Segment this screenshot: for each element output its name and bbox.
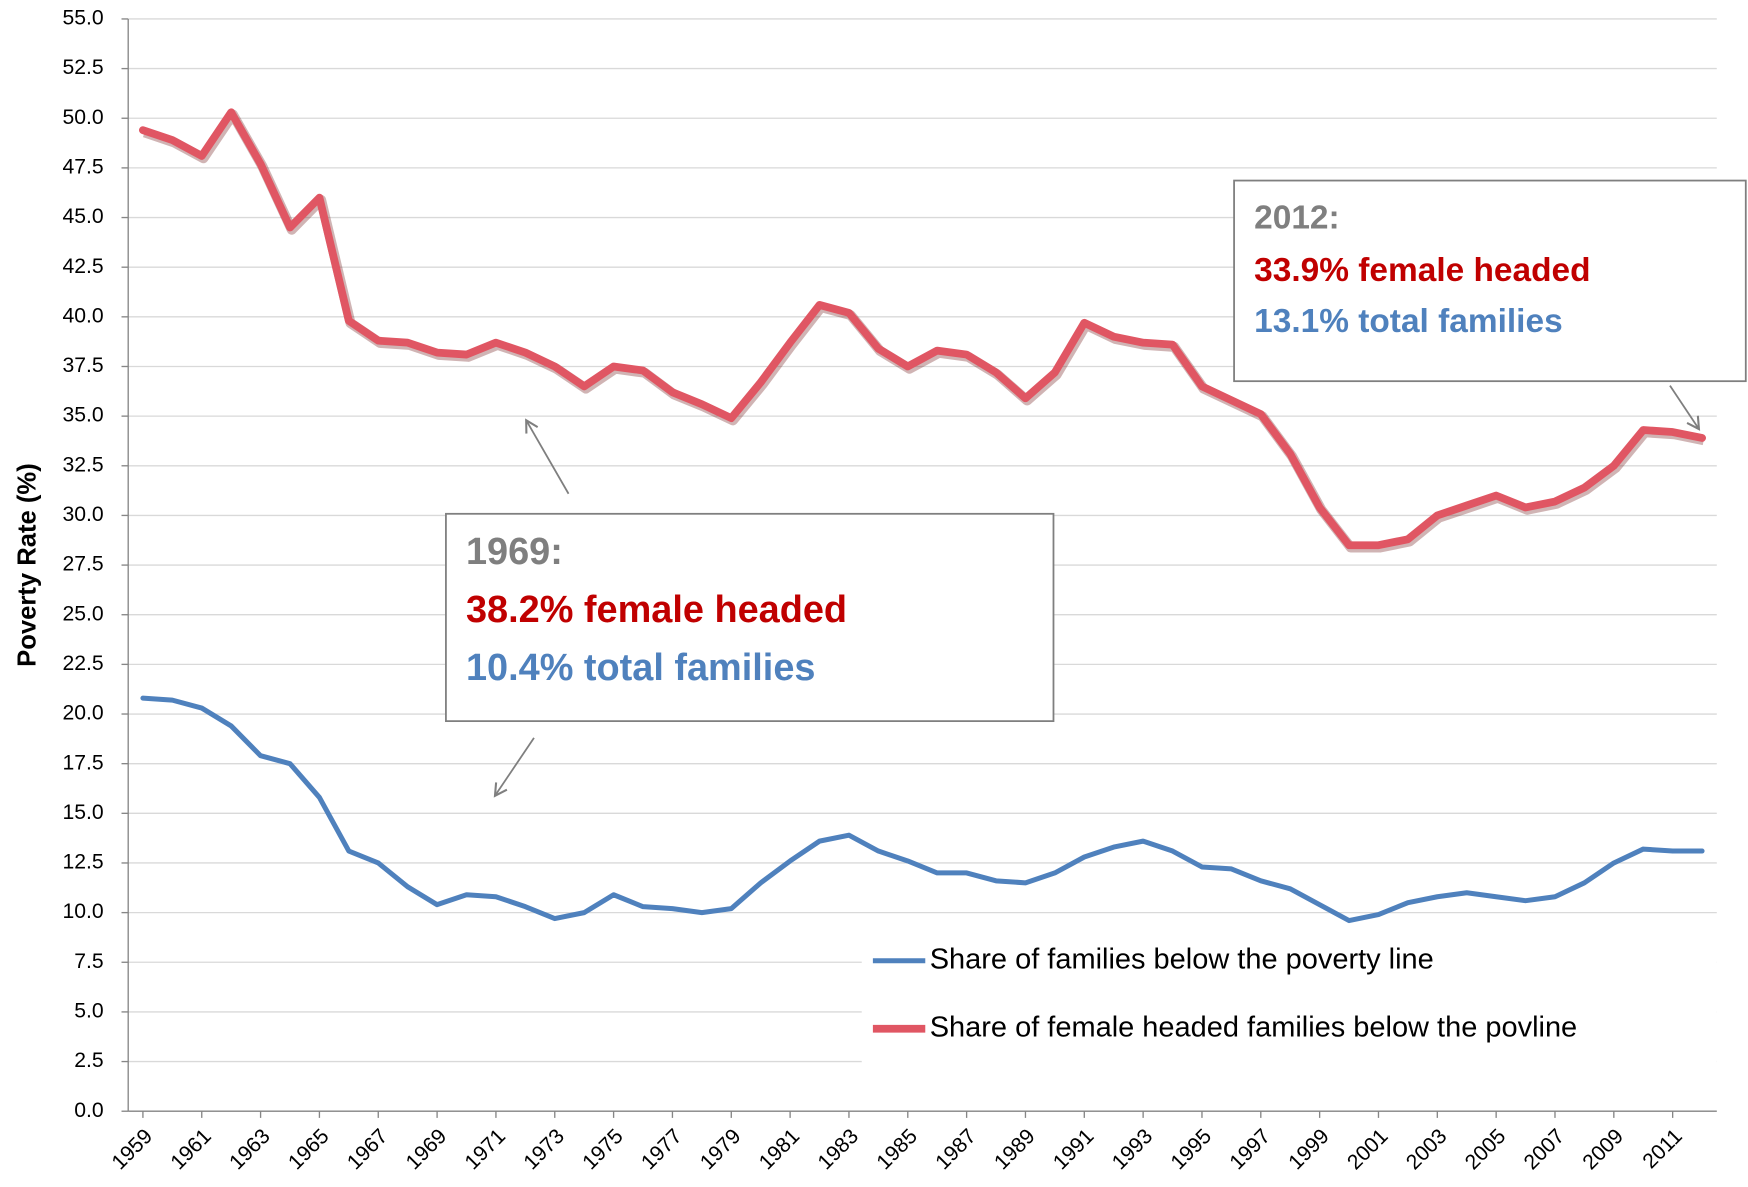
x-tick-label: 1961 [166,1125,216,1175]
x-tick-label: 1987 [931,1125,981,1175]
y-tick-label: 45.0 [62,205,103,228]
x-tick-label: 2003 [1402,1125,1452,1175]
annotation-box [1233,179,1747,383]
series-line [139,108,1706,550]
y-tick-label: 20.0 [62,702,103,725]
arrow [493,737,535,798]
y-axis-label: Poverty Rate (%) [14,463,42,667]
y-tick-label: 40.0 [62,304,103,327]
x-tick-label: 1973 [519,1125,569,1175]
y-tick-label: 12.5 [62,851,103,874]
legend-label: Share of female headed families below th… [930,1011,1577,1043]
y-tick-label: 27.5 [62,553,103,576]
y-tick-label: 0.0 [74,1099,103,1122]
y-tick-label: 30.0 [62,503,103,526]
y-tick-label: 32.5 [62,453,103,476]
annotation-title: 1969: [466,531,563,573]
annotation-line: 13.1% total families [1254,303,1563,340]
y-tick-label: 55.0 [62,7,103,30]
x-tick-label: 1959 [108,1125,158,1175]
x-tick-label: 1963 [225,1125,275,1175]
lines [139,108,1706,924]
x-tick-label: 1999 [1284,1125,1334,1175]
legend-box [861,930,1717,1065]
x-tick-label: 1967 [343,1125,393,1175]
series-line [140,695,1705,924]
y-tick-label: 10.0 [62,900,103,923]
x-tick-label: 1991 [1049,1125,1099,1175]
y-tick-label: 47.5 [62,155,103,178]
y-tick-label: 50.0 [62,106,103,129]
x-tick-label: 1965 [284,1125,334,1175]
x-tick-label: 1989 [990,1125,1040,1175]
x-tick-label: 1993 [1108,1125,1158,1175]
y-tick-label: 42.5 [62,255,103,278]
x-tick-label: 2011 [1638,1125,1686,1173]
x-tick-label: 1995 [1167,1125,1217,1175]
y-tick-label: 2.5 [74,1049,103,1072]
y-tick-label: 37.5 [62,354,103,377]
x-tick-label: 2009 [1578,1125,1628,1175]
x-tick-label: 1969 [402,1125,452,1175]
x-tick-label: 1971 [461,1125,511,1175]
annotation-line: 10.4% total families [466,647,815,689]
x-tick-label: 2005 [1461,1125,1511,1175]
legend-label: Share of families below the poverty line [930,943,1434,975]
x-tick-label: 1983 [814,1125,864,1175]
x-tick-label: 1979 [696,1125,746,1175]
y-tick-label: 7.5 [74,950,103,973]
y-tick-label: 17.5 [62,751,103,774]
y-tick-label: 15.0 [62,801,103,824]
arrow [525,418,570,495]
annotation-title: 2012: [1254,199,1340,236]
annotation-line: 38.2% female headed [466,589,847,631]
legend: Share of families below the poverty line… [872,943,1577,1043]
x-tick-label: 2001 [1343,1125,1393,1175]
x-tick-label: 1975 [578,1125,628,1175]
arrow [1669,385,1701,431]
x-tick-label: 2007 [1520,1125,1570,1175]
y-tick-label: 52.5 [62,56,103,79]
x-tick-label: 1997 [1225,1125,1275,1175]
annotation-box [445,512,1055,723]
x-tick-label: 1977 [637,1125,687,1175]
x-tick-label: 1985 [872,1125,922,1175]
y-tick-label: 25.0 [62,602,103,625]
y-tick-label: 5.0 [74,1000,103,1023]
annotation-line: 33.9% female headed [1254,252,1590,289]
y-tick-label: 35.0 [62,404,103,427]
x-tick-label: 1981 [755,1125,805,1175]
y-tick-label: 22.5 [62,652,103,675]
